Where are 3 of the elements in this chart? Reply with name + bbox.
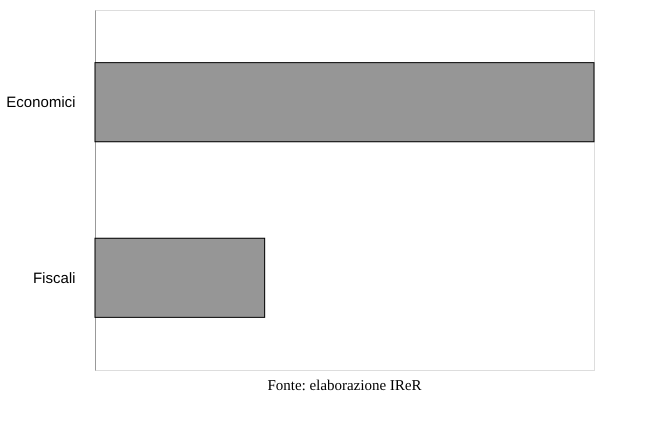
y-tick-label: Fiscali bbox=[32, 270, 76, 287]
y-tick-label: Economici bbox=[6, 94, 76, 112]
source-note: Fonte: elaborazione IReR bbox=[267, 378, 422, 394]
